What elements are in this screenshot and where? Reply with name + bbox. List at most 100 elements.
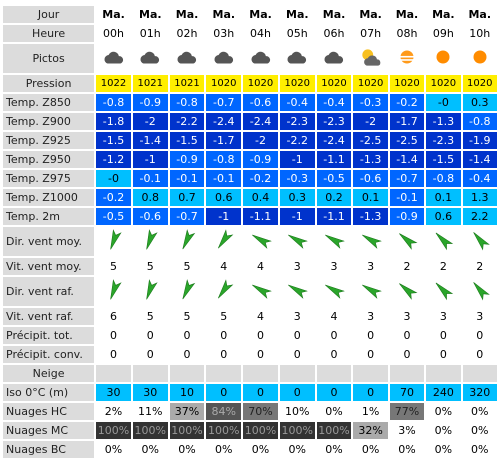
temp-cell: -1.3 [353, 151, 388, 168]
wind-arrow-icon [353, 227, 388, 256]
temp-cell: -0.8 [169, 94, 205, 111]
cloud-cover-cell: 37% [169, 403, 205, 420]
temp-cell: -1.2 [96, 151, 131, 168]
wind-speed-cell: 3 [353, 258, 388, 275]
temp-cell: -0.8 [462, 113, 497, 130]
hour-cell: 02h [169, 25, 205, 42]
row-label-z850: Temp. Z850 [3, 94, 95, 111]
wind-arrow-icon [426, 227, 461, 256]
iso-cell: 70 [389, 384, 425, 401]
row-vit_raf: Vit. vent raf. 6 5 5 5 4 3 4 3 3 3 3 [3, 308, 497, 325]
temp-cell: -2.3 [316, 113, 352, 130]
precip-cell: 0 [426, 327, 461, 344]
pressure-cell: 1020 [206, 75, 242, 92]
precip-conv-cell: 0 [206, 346, 242, 363]
cloud-icon [96, 44, 131, 73]
precip-conv-cell: 0 [389, 346, 425, 363]
iso-cell: 30 [96, 384, 131, 401]
gust-speed-cell: 5 [132, 308, 168, 325]
temp-cell: -2.2 [279, 132, 315, 149]
forecast-table: Jour Ma. Ma. Ma. Ma. Ma. Ma. Ma. Ma. Ma. Ma. Ma. Heu… [1, 4, 499, 460]
precip-cell: 0 [206, 327, 242, 344]
temp-cell: -0.7 [206, 94, 242, 111]
hour-cell: 00h [96, 25, 131, 42]
cloud-icon [169, 44, 205, 73]
iso-cell: 320 [462, 384, 497, 401]
day-cell: Ma. [169, 6, 205, 23]
gust-speed-cell: 3 [279, 308, 315, 325]
temp-cell: -1.5 [426, 151, 461, 168]
temp-cell: -1.8 [96, 113, 131, 130]
row-label-z975: Temp. Z975 [3, 170, 95, 187]
cloud-icon [206, 44, 242, 73]
gust-arrow-icon [389, 277, 425, 306]
wind-arrow-icon [316, 227, 352, 256]
temp-cell: -0 [96, 170, 131, 187]
row-label-vit_moy: Vit. vent moy. [3, 258, 95, 275]
row-z925: Temp. Z925 -1.5 -1.4 -1.5 -1.7 -2 -2.2 -2.4 -2.5… [3, 132, 497, 149]
gust-arrow-icon [353, 277, 388, 306]
temp-cell: 0.4 [243, 189, 278, 206]
day-cell: Ma. [316, 6, 352, 23]
row-label-precip_conv: Précipit. conv. [3, 346, 95, 363]
pressure-cell: 1020 [243, 75, 278, 92]
cloud-icon [243, 44, 278, 73]
temp-cell: 0.2 [316, 189, 352, 206]
temp-cell: -0.2 [243, 170, 278, 187]
iso-cell: 0 [279, 384, 315, 401]
temp-cell: -2.4 [206, 113, 242, 130]
temp-cell: -0.6 [243, 94, 278, 111]
sun-icon [462, 44, 497, 73]
row-label-neige: Neige [3, 365, 95, 382]
temp-cell: -1.5 [169, 132, 205, 149]
cloud-icon [279, 44, 315, 73]
temp-cell: -1.4 [462, 151, 497, 168]
snow-cell [279, 365, 315, 382]
gust-arrow-icon [462, 277, 497, 306]
temp-cell: -0.3 [279, 170, 315, 187]
row-precip_tot: Précipit. tot. 0 0 0 0 0 0 0 0 0 0 0 [3, 327, 497, 344]
row-label-dir_moy: Dir. vent moy. [3, 227, 95, 256]
iso-cell: 240 [426, 384, 461, 401]
cloud-cover-cell: 0% [169, 441, 205, 458]
wind-speed-cell: 2 [389, 258, 425, 275]
temp-cell: -0.7 [389, 170, 425, 187]
temp-cell: -2.4 [243, 113, 278, 130]
precip-cell: 0 [96, 327, 131, 344]
temp-cell: 0.6 [206, 189, 242, 206]
pressure-cell: 1020 [353, 75, 388, 92]
temp-cell: -1.1 [243, 208, 278, 225]
row-label-iso: Iso 0°C (m) [3, 384, 95, 401]
row-z850: Temp. Z850 -0.8 -0.9 -0.8 -0.7 -0.6 -0.4 -0.4 -0… [3, 94, 497, 111]
wind-speed-cell: 4 [243, 258, 278, 275]
precip-cell: 0 [389, 327, 425, 344]
temp-cell: -1.3 [353, 208, 388, 225]
iso-cell: 0 [316, 384, 352, 401]
temp-cell: -1.1 [316, 151, 352, 168]
row-dir_moy: Dir. vent moy. [3, 227, 497, 256]
cloud-cover-cell: 10% [279, 403, 315, 420]
temp-cell: -1.1 [316, 208, 352, 225]
gust-speed-cell: 5 [206, 308, 242, 325]
pressure-cell: 1022 [96, 75, 131, 92]
hour-cell: 08h [389, 25, 425, 42]
wind-arrow-icon [279, 227, 315, 256]
row-label-nbc: Nuages BC [3, 441, 95, 458]
snow-cell [426, 365, 461, 382]
temp-cell: -0.3 [353, 94, 388, 111]
wind-arrow-icon [243, 227, 278, 256]
temp-cell: -1.3 [426, 113, 461, 130]
gust-arrow-icon [243, 277, 278, 306]
temp-cell: -2.3 [426, 132, 461, 149]
temp-cell: -0.2 [389, 94, 425, 111]
row-nhc: Nuages HC 2% 11% 37% 84% 70% 10% 0% 1% 77% 0% 0% [3, 403, 497, 420]
temp-cell: 0.8 [132, 189, 168, 206]
cloud-cover-cell: 0% [243, 441, 278, 458]
temp-cell: -0.9 [389, 208, 425, 225]
cloud-cover-cell: 0% [353, 441, 388, 458]
hour-cell: 01h [132, 25, 168, 42]
temp-cell: -2.5 [389, 132, 425, 149]
temp-cell: -1.9 [462, 132, 497, 149]
iso-cell: 10 [169, 384, 205, 401]
row-z900: Temp. Z900 -1.8 -2 -2.2 -2.4 -2.4 -2.3 -2.3 -2 -1… [3, 113, 497, 130]
